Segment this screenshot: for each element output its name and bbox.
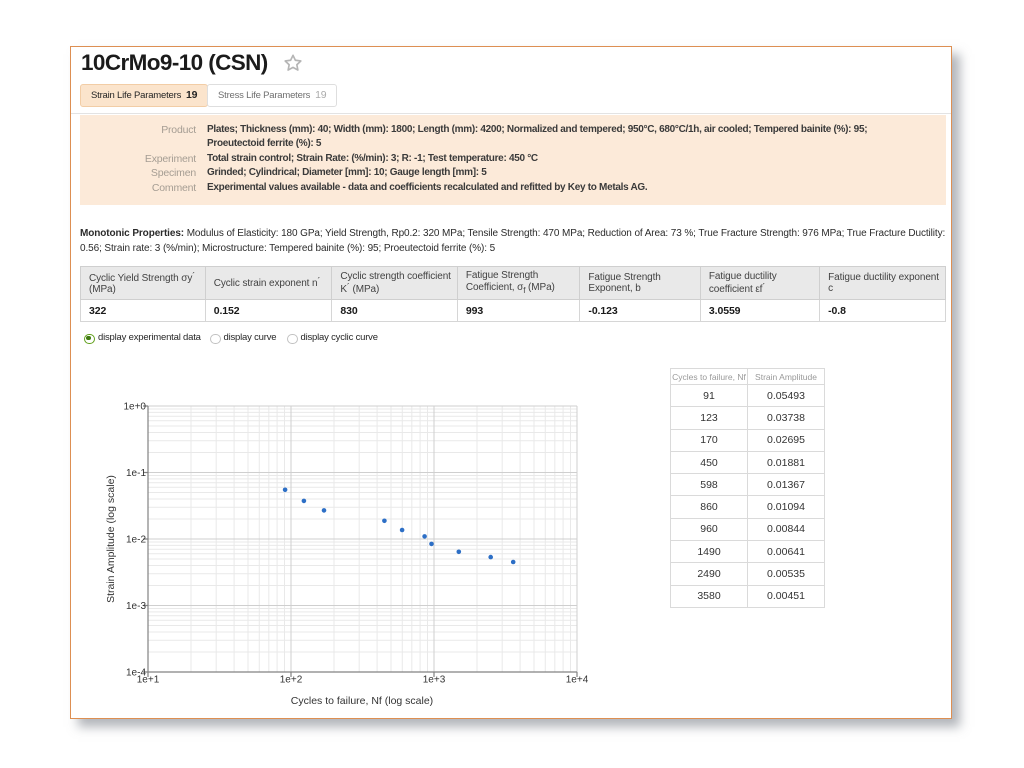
svg-text:1e-2: 1e-2 (126, 535, 146, 546)
svg-text:1e+1: 1e+1 (137, 675, 160, 686)
svg-text:1e+2: 1e+2 (280, 675, 303, 686)
svg-text:Cycles to failure, Nf (log sca: Cycles to failure, Nf (log scale) (291, 695, 433, 707)
svg-text:1e-1: 1e-1 (126, 468, 146, 479)
svg-text:1e+0: 1e+0 (123, 402, 146, 413)
svg-text:1e+3: 1e+3 (423, 675, 446, 686)
svg-text:1e-4: 1e-4 (126, 668, 146, 679)
svg-text:1e+4: 1e+4 (566, 675, 589, 686)
svg-text:1e-3: 1e-3 (126, 601, 146, 612)
svg-text:Strain Amplitude (log scale): Strain Amplitude (log scale) (105, 475, 117, 603)
